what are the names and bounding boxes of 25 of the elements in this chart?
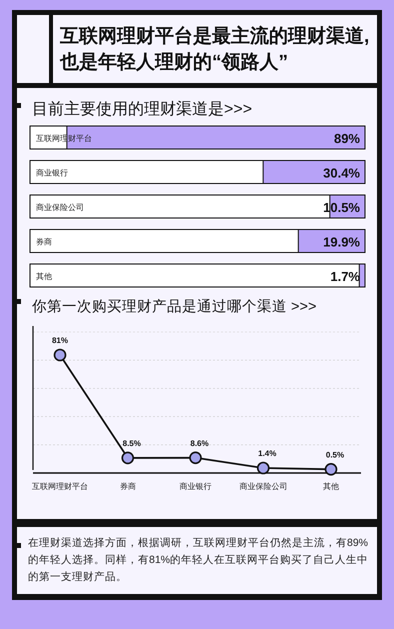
data-label: 89% — [334, 131, 360, 146]
text: 互联网理财平台是最主流的理财渠道, 也是年轻人理财的“领路人” — [59, 25, 370, 73]
y-tick-label: 券商 — [36, 238, 52, 246]
point — [189, 451, 202, 464]
chart-title: 目前主要使用的理财渠道是>>> — [32, 100, 252, 118]
data-label: 1.4% — [258, 449, 276, 458]
point — [256, 462, 270, 474]
point — [121, 452, 134, 464]
data-label: 0.5% — [326, 450, 344, 460]
y-tick-label: 商业银行 — [36, 168, 68, 178]
y-tick-label: 其他 — [36, 272, 52, 281]
data-label: 30.4% — [323, 166, 360, 180]
data-label: 8.5% — [122, 438, 141, 448]
point — [54, 348, 66, 362]
x-tick-label: 商业保险公司 — [239, 482, 288, 491]
data-label: 19.9% — [323, 234, 360, 250]
x-tick-label: 券商 — [120, 482, 136, 491]
x-tick-label: 商业银行 — [180, 482, 212, 491]
y-tick-label: 商业保险公司 — [36, 203, 84, 212]
data-label: 81% — [52, 336, 68, 345]
data-label: 8.6% — [190, 438, 209, 448]
chart-title: 你第一次购买理财产品是通过哪个渠道 >>> — [31, 298, 316, 315]
x-tick-label: 其他 — [323, 482, 339, 491]
point — [324, 462, 338, 476]
text: 在理财渠道选择方面，根据调研，互联网理财平台仍然是主流，有89%的年轻人选择。同样，有81%的年轻人在互联网平台购买了自己人生中的第一支理财产品。 — [28, 536, 368, 585]
